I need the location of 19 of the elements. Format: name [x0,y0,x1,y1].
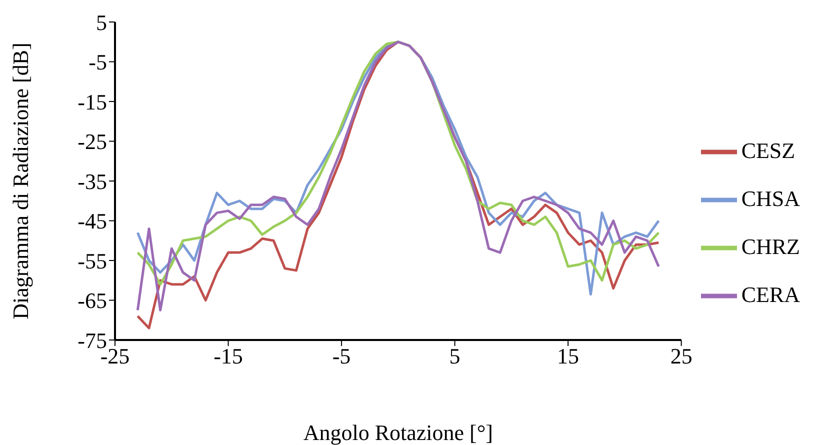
legend-label: CHRZ [741,234,800,258]
y-tick-label: 5 [96,10,107,35]
y-tick-label: -5 [88,50,107,75]
legend-label: CESZ [741,138,796,162]
x-axis-title: Angolo Rotazione [°] [303,420,493,445]
y-tick-label: -65 [78,288,107,314]
y-axis-title: Diagramma di Radiazione [dB] [8,42,33,320]
y-tick-label: -35 [78,168,107,194]
legend-label: CERA [741,282,800,306]
legend-label: CHSA [741,186,800,210]
x-tick-label: -5 [332,344,351,369]
y-tick-label: -45 [78,208,107,234]
x-tick-label: -15 [214,344,243,369]
x-tick-label: 25 [670,344,692,369]
x-tick-label: 5 [449,344,460,369]
y-tick-label: -55 [78,248,107,274]
y-tick-label: -25 [78,129,107,154]
x-tick-label: 15 [557,344,580,369]
y-tick-label: -15 [78,89,107,114]
